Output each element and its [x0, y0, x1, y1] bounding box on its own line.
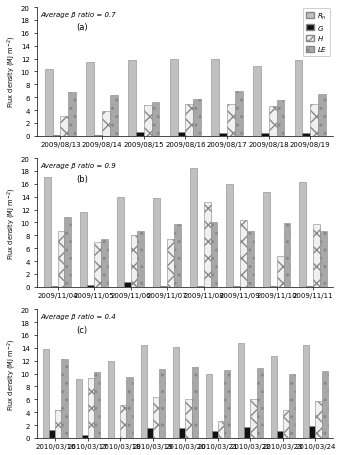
Bar — [177, 132, 185, 136]
Text: (c): (c) — [76, 325, 87, 334]
Bar — [82, 435, 88, 438]
Bar — [68, 93, 76, 136]
Bar — [173, 348, 179, 438]
Bar — [49, 430, 55, 438]
Bar — [309, 426, 316, 438]
Bar — [127, 377, 133, 438]
Bar — [153, 198, 160, 287]
Bar — [64, 218, 71, 287]
Bar — [257, 369, 263, 438]
Bar — [110, 96, 118, 136]
Bar — [141, 345, 147, 438]
Bar — [94, 372, 100, 438]
Bar — [253, 67, 261, 136]
Bar — [60, 117, 68, 136]
Bar — [299, 182, 306, 287]
Bar — [212, 431, 218, 438]
Bar — [138, 232, 144, 287]
Bar — [283, 410, 289, 438]
Bar — [303, 345, 309, 438]
Bar — [167, 240, 174, 287]
Bar — [277, 256, 284, 287]
Bar — [271, 356, 277, 438]
Bar — [276, 101, 284, 136]
Bar — [226, 184, 233, 287]
Bar — [190, 168, 197, 287]
Y-axis label: Flux density (MJ m$^{-2}$): Flux density (MJ m$^{-2}$) — [5, 187, 18, 259]
Bar — [174, 225, 181, 287]
Bar — [179, 428, 185, 438]
Bar — [124, 283, 131, 287]
Bar — [247, 232, 254, 287]
Y-axis label: Flux density (MJ m$^{-2}$): Flux density (MJ m$^{-2}$) — [5, 338, 18, 410]
Bar — [136, 132, 144, 136]
Bar — [191, 367, 198, 438]
Bar — [261, 133, 269, 136]
Bar — [321, 371, 328, 438]
Text: Average β ratio = 0.7: Average β ratio = 0.7 — [40, 12, 116, 18]
Bar — [284, 223, 291, 287]
Bar — [310, 105, 318, 136]
Bar — [131, 236, 138, 287]
Bar — [117, 197, 124, 287]
Bar — [316, 401, 321, 438]
Bar — [313, 225, 320, 287]
Bar — [108, 362, 114, 438]
Bar — [193, 100, 201, 136]
Bar — [224, 370, 230, 438]
Bar — [320, 232, 327, 287]
Bar — [219, 133, 227, 136]
Bar — [295, 61, 303, 136]
Text: (a): (a) — [76, 24, 87, 32]
Bar — [159, 369, 165, 438]
Text: Average β ratio = 0.9: Average β ratio = 0.9 — [40, 162, 116, 169]
Bar — [204, 202, 211, 287]
Text: (b): (b) — [76, 174, 88, 183]
Bar — [87, 285, 94, 287]
Bar — [277, 431, 283, 438]
Bar — [211, 223, 217, 287]
Bar — [80, 212, 87, 287]
Bar — [250, 399, 257, 438]
Text: Average β ratio = 0.4: Average β ratio = 0.4 — [40, 313, 116, 319]
Bar — [289, 374, 295, 438]
Bar — [94, 242, 101, 287]
Bar — [102, 112, 110, 136]
Bar — [75, 379, 82, 438]
Bar — [170, 60, 177, 136]
Bar — [263, 192, 270, 287]
Bar — [55, 410, 61, 438]
Bar — [318, 95, 326, 136]
Bar — [152, 102, 159, 136]
Bar — [101, 239, 108, 287]
Bar — [244, 427, 250, 438]
Bar — [61, 359, 68, 438]
Bar — [86, 63, 94, 136]
Legend: $R_n$, $G$, $H$, $LE$: $R_n$, $G$, $H$, $LE$ — [303, 9, 330, 57]
Bar — [88, 378, 94, 438]
Bar — [269, 107, 276, 136]
Bar — [235, 91, 243, 136]
Bar — [240, 220, 247, 287]
Bar — [58, 231, 64, 287]
Bar — [147, 428, 153, 438]
Bar — [185, 399, 191, 438]
Bar — [185, 105, 193, 136]
Y-axis label: Flux density (MJ m$^{-2}$): Flux density (MJ m$^{-2}$) — [5, 36, 18, 108]
Bar — [233, 286, 240, 287]
Bar — [153, 398, 159, 438]
Bar — [205, 374, 212, 438]
Bar — [43, 349, 49, 438]
Bar — [44, 178, 51, 287]
Bar — [128, 61, 136, 136]
Bar — [227, 105, 235, 136]
Bar — [238, 344, 244, 438]
Bar — [120, 405, 127, 438]
Bar — [303, 133, 310, 136]
Bar — [218, 421, 224, 438]
Bar — [144, 106, 152, 136]
Bar — [211, 60, 219, 136]
Bar — [45, 70, 52, 136]
